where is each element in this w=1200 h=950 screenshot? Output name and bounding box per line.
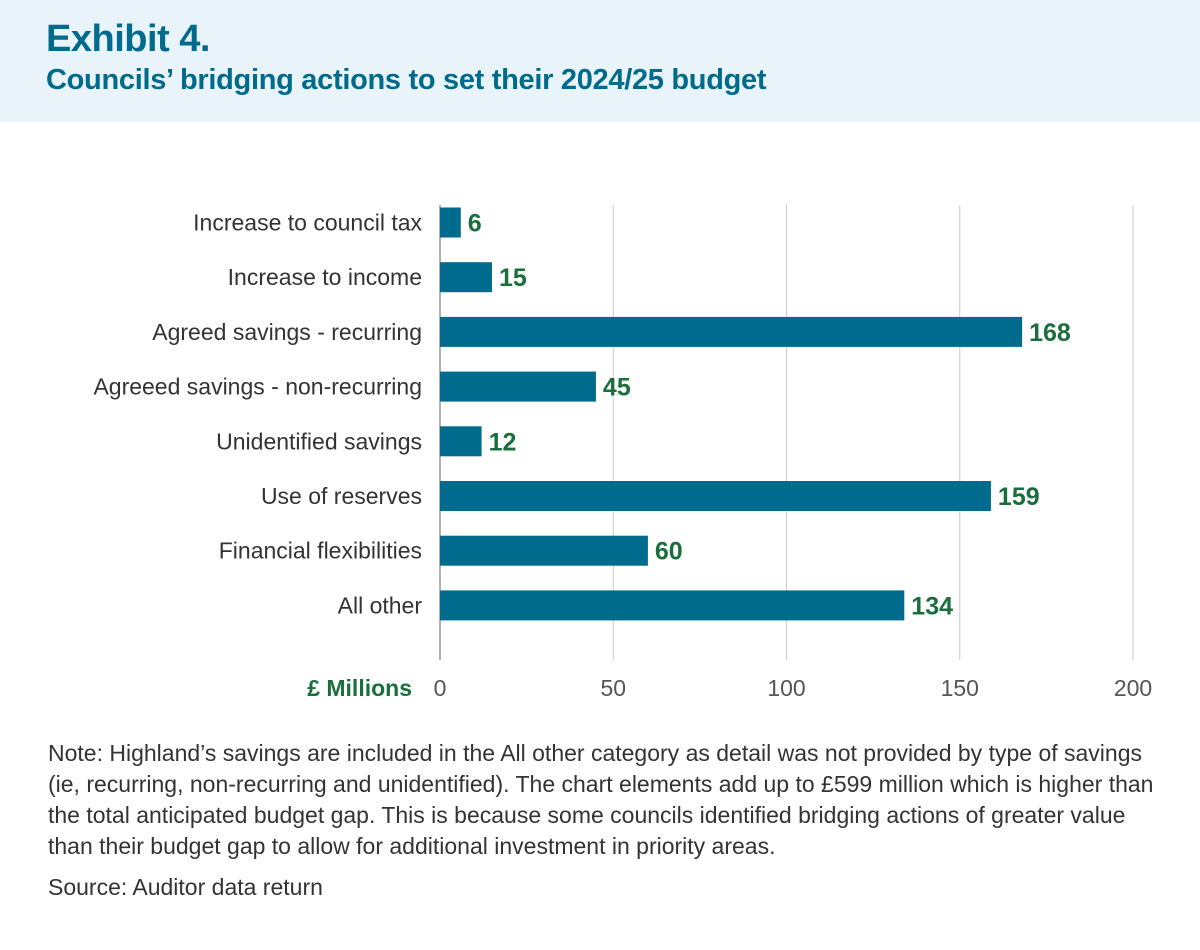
- chart-note: Note: Highland’s savings are included in…: [48, 740, 1154, 859]
- data-label-3: 45: [603, 374, 631, 402]
- data-label-5: 159: [998, 483, 1040, 511]
- chart-title: Councils’ bridging actions to set their …: [46, 64, 767, 96]
- bar-4: [440, 426, 482, 457]
- bar-6: [440, 535, 648, 566]
- category-label-2: Agreed savings - recurring: [152, 319, 422, 345]
- category-label-5: Use of reserves: [261, 483, 422, 509]
- category-label-7: All other: [338, 592, 423, 618]
- data-label-4: 12: [489, 428, 517, 456]
- category-label-1: Increase to income: [228, 264, 422, 290]
- x-tick-label-3: 150: [941, 675, 979, 701]
- x-axis-label: £ Millions: [307, 675, 412, 701]
- chart-source: Source: Auditor data return: [48, 874, 323, 900]
- data-label-7: 134: [911, 592, 953, 620]
- data-label-0: 6: [468, 210, 482, 238]
- bar-7: [440, 590, 905, 621]
- data-label-6: 60: [655, 538, 683, 566]
- category-label-0: Increase to council tax: [193, 210, 422, 236]
- category-label-4: Unidentified savings: [216, 428, 422, 454]
- bar-chart: Increase to council tax 6 Increase to inco…: [93, 205, 1152, 701]
- bar-1: [440, 262, 492, 293]
- bar-3: [440, 371, 596, 402]
- x-tick-label-1: 50: [600, 675, 626, 701]
- bar-0: [440, 207, 461, 238]
- bar-2: [440, 316, 1023, 347]
- data-label-1: 15: [499, 264, 527, 292]
- x-tick-label-0: 0: [434, 675, 447, 701]
- exhibit-number: Exhibit 4.: [46, 18, 210, 60]
- x-tick-label-2: 100: [767, 675, 805, 701]
- category-label-3: Agreeed savings - non-recurring: [93, 374, 422, 400]
- header-band: Exhibit 4. Councils’ bridging actions to…: [0, 0, 1200, 122]
- bar-5: [440, 481, 991, 511]
- category-label-6: Financial flexibilities: [219, 538, 422, 564]
- x-tick-label-4: 200: [1114, 675, 1152, 701]
- data-label-2: 168: [1029, 319, 1071, 347]
